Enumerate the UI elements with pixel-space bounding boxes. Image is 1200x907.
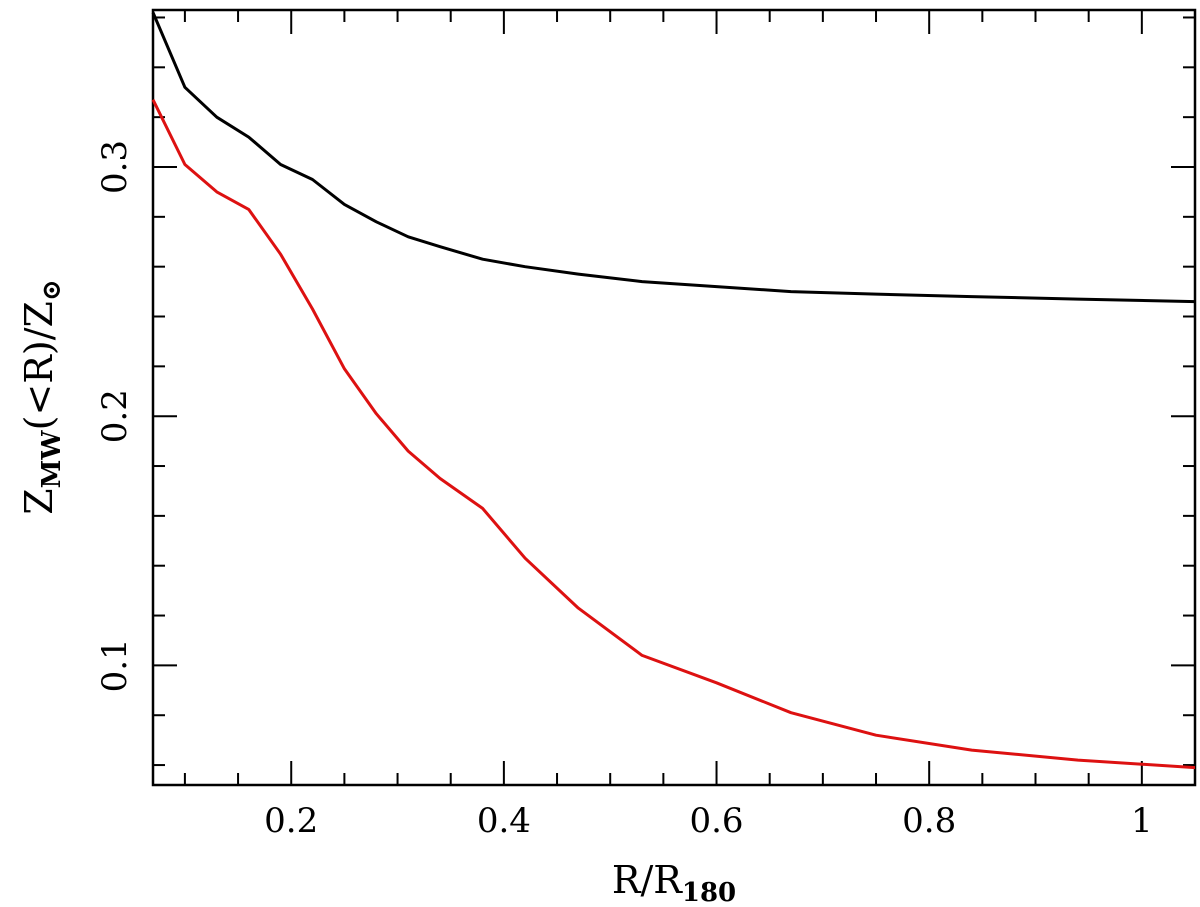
series-line-black [151, 11, 1196, 304]
y-axis-label: ZMW(<R)/Z⊙ [17, 279, 67, 515]
series-layer [151, 11, 1196, 770]
series-line-red [151, 99, 1196, 770]
x-tick-label: 1 [1131, 801, 1153, 841]
x-tick-label: 0.2 [264, 801, 318, 841]
y-axis-label-sub1: MW [37, 430, 67, 489]
x-tick-label: 0.6 [689, 801, 743, 841]
y-tick-label: 0.1 [95, 638, 135, 692]
x-ticks: 0.2 0.4 0.6 0.8 1 [183, 10, 1196, 841]
y-axis-label-sub2: ⊙ [37, 279, 67, 301]
y-axis-label-z: Z [17, 488, 61, 514]
plot-frame [151, 8, 1197, 787]
y-tick-label: 0.3 [95, 140, 135, 194]
y-axis-label-mid: (<R)/Z [17, 301, 61, 430]
x-axis-label-main: R/R [612, 858, 683, 902]
x-axis-label: R/R180 [612, 858, 736, 907]
x-tick-label: 0.4 [477, 801, 531, 841]
y-ticks: 0.1 0.2 0.3 [95, 16, 1195, 767]
y-tick-label: 0.2 [95, 389, 135, 443]
x-tick-label: 0.8 [902, 801, 956, 841]
x-axis-label-sub: 180 [682, 878, 736, 907]
